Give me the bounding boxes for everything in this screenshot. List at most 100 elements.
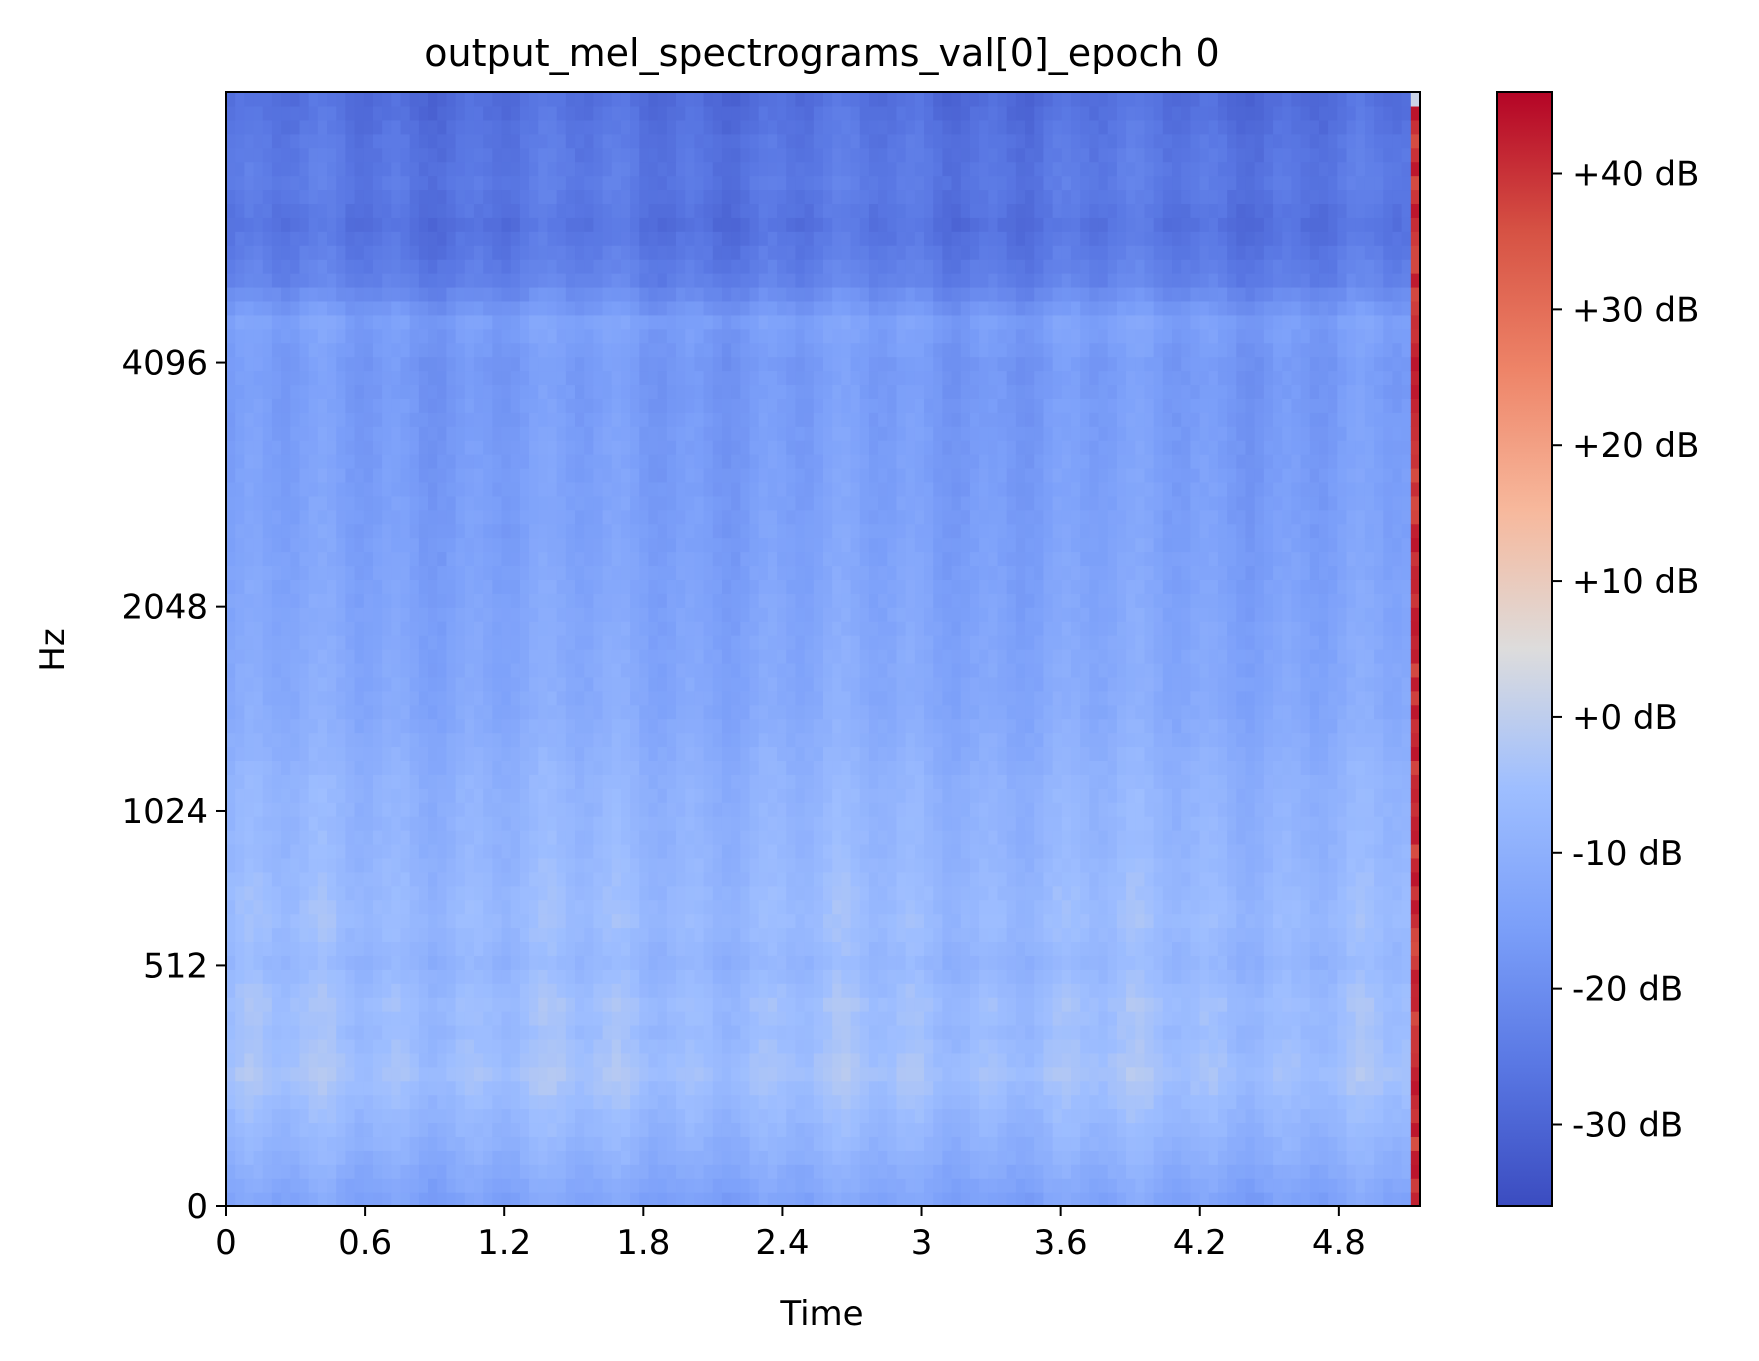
heatmap-cell: [547, 969, 558, 984]
heatmap-cell: [492, 621, 503, 636]
heatmap-cell: [501, 913, 512, 929]
heatmap-cell: [666, 843, 677, 859]
heatmap-cell: [372, 760, 383, 775]
heatmap-cell: [290, 1011, 301, 1026]
heatmap-cell: [556, 635, 567, 650]
heatmap-cell: [584, 1192, 594, 1207]
heatmap-cell: [575, 467, 585, 483]
heatmap-cell: [510, 579, 521, 594]
heatmap-cell: [529, 1150, 539, 1165]
heatmap-cell: [226, 523, 236, 539]
heatmap-cell: [657, 1108, 668, 1124]
heatmap-cell: [795, 718, 806, 734]
heatmap-cell: [611, 1094, 622, 1110]
heatmap-cell: [354, 997, 365, 1012]
heatmap-cell: [639, 927, 650, 943]
heatmap-cell: [721, 955, 732, 970]
heatmap-cell: [345, 133, 356, 149]
heatmap-cell: [354, 774, 365, 789]
heatmap-cell: [731, 203, 741, 218]
heatmap-cell: [308, 843, 319, 859]
heatmap-cell: [428, 356, 438, 372]
heatmap-cell: [556, 328, 567, 344]
heatmap-cell: [336, 621, 346, 636]
heatmap-cell: [666, 1178, 677, 1193]
heatmap-cell: [584, 1136, 594, 1151]
heatmap-cell: [437, 941, 448, 956]
heatmap-cell: [382, 398, 392, 413]
heatmap-cell: [464, 1066, 475, 1082]
heatmap-cell: [620, 1024, 631, 1040]
heatmap-cell: [235, 774, 245, 789]
heatmap-cell: [437, 802, 448, 817]
heatmap-cell: [795, 760, 806, 775]
heatmap-cell: [575, 1038, 585, 1054]
heatmap-cell: [630, 802, 640, 817]
heatmap-cell: [308, 1178, 319, 1193]
heatmap-cell: [676, 871, 686, 887]
heatmap-cell: [538, 1178, 549, 1193]
heatmap-cell: [308, 440, 319, 455]
heatmap-cell: [519, 189, 530, 204]
heatmap-cell: [464, 955, 475, 970]
heatmap-cell: [611, 189, 622, 204]
heatmap-cell: [538, 384, 549, 399]
heatmap-cell: [703, 1150, 714, 1165]
heatmap-cell: [749, 704, 760, 720]
heatmap-cell: [538, 1011, 549, 1026]
heatmap-cell: [271, 871, 282, 887]
heatmap-cell: [464, 523, 475, 539]
heatmap-cell: [721, 147, 732, 163]
heatmap-cell: [538, 760, 549, 775]
heatmap-cell: [565, 774, 576, 789]
heatmap-cell: [786, 760, 797, 775]
heatmap-cell: [391, 231, 402, 246]
heatmap-cell: [519, 788, 530, 803]
heatmap-cell: [345, 760, 356, 775]
heatmap-cell: [262, 384, 273, 399]
heatmap-cell: [308, 273, 319, 288]
heatmap-cell: [308, 927, 319, 943]
heatmap-cell: [786, 314, 797, 330]
heatmap-cell: [253, 551, 264, 567]
heatmap-cell: [235, 635, 245, 650]
heatmap-cell: [327, 1038, 337, 1054]
heatmap-cell: [317, 105, 328, 121]
heatmap-cell: [308, 593, 319, 608]
heatmap-cell: [749, 1122, 760, 1137]
heatmap-cell: [767, 857, 778, 873]
heatmap-cell: [602, 1080, 613, 1096]
heatmap-cell: [749, 1150, 760, 1165]
heatmap-cell: [235, 830, 245, 845]
heatmap-cell: [409, 259, 420, 274]
heatmap-cell: [648, 467, 659, 483]
heatmap-cell: [418, 1108, 429, 1124]
heatmap-cell: [483, 1011, 493, 1026]
heatmap-cell: [327, 286, 337, 302]
heatmap-cell: [538, 621, 549, 636]
heatmap-cell: [317, 245, 328, 260]
heatmap-cell: [271, 718, 282, 734]
heatmap-cell: [758, 635, 769, 650]
heatmap-cell: [556, 732, 567, 748]
heatmap-cell: [235, 760, 245, 775]
heatmap-cell: [777, 481, 787, 497]
heatmap-cell: [400, 983, 411, 998]
heatmap-cell: [519, 175, 530, 191]
heatmap-cell: [281, 523, 291, 539]
heatmap-cell: [437, 161, 448, 177]
heatmap-cell: [492, 509, 503, 525]
heatmap-cell: [519, 342, 530, 358]
heatmap-cell: [712, 412, 723, 427]
heatmap-cell: [464, 175, 475, 191]
heatmap-cell: [437, 1052, 448, 1068]
heatmap-cell: [483, 899, 493, 915]
heatmap-cell: [418, 300, 429, 316]
heatmap-cell: [464, 356, 475, 372]
heatmap-cell: [575, 676, 585, 692]
heatmap-cell: [299, 927, 310, 943]
heatmap-cell: [354, 1164, 365, 1179]
heatmap-cell: [529, 774, 539, 789]
heatmap-cell: [529, 328, 539, 344]
heatmap-cell: [446, 955, 457, 970]
